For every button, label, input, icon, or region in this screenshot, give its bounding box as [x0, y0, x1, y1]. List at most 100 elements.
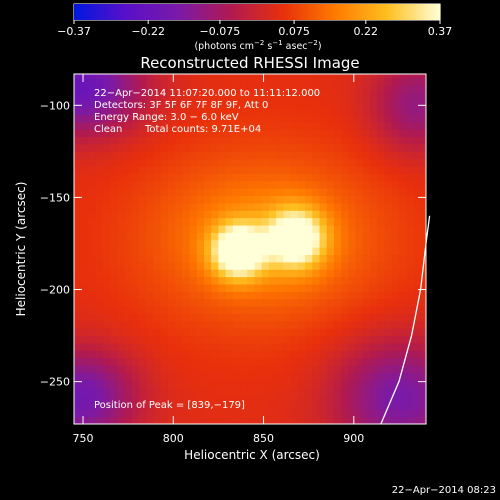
image-pixel — [225, 247, 234, 256]
image-pixel — [74, 225, 82, 233]
image-pixel — [355, 269, 364, 278]
image-pixel — [276, 328, 284, 337]
image-pixel — [240, 92, 248, 101]
image-pixel — [420, 151, 427, 160]
image-pixel — [131, 313, 140, 322]
image-pixel — [124, 254, 133, 263]
image-pixel — [319, 210, 328, 219]
image-pixel — [160, 232, 169, 241]
image-pixel — [254, 74, 263, 79]
image-pixel — [131, 416, 140, 425]
image-pixel — [290, 401, 299, 410]
image-pixel — [182, 202, 191, 211]
image-pixel — [167, 114, 176, 123]
image-pixel — [211, 335, 219, 344]
image-pixel — [74, 247, 82, 256]
image-pixel — [218, 394, 227, 403]
image-pixel — [160, 298, 169, 307]
image-pixel — [167, 158, 176, 167]
image-pixel — [312, 129, 320, 138]
image-pixel — [146, 99, 154, 108]
image-pixel — [398, 202, 407, 211]
image-pixel — [261, 416, 270, 425]
image-pixel — [333, 320, 342, 329]
image-pixel — [88, 284, 97, 292]
image-pixel — [276, 276, 284, 285]
image-pixel — [74, 210, 82, 219]
image-pixel — [283, 114, 292, 123]
image-pixel — [305, 74, 313, 79]
image-pixel — [384, 328, 393, 337]
image-pixel — [240, 313, 248, 322]
image-pixel — [348, 202, 357, 211]
image-pixel — [124, 136, 133, 145]
image-pixel — [341, 394, 349, 403]
image-pixel — [225, 261, 234, 270]
image-pixel — [88, 357, 97, 366]
image-pixel — [196, 173, 205, 182]
image-pixel — [182, 225, 191, 233]
image-pixel — [348, 74, 357, 79]
image-pixel — [95, 401, 104, 410]
image-pixel — [160, 306, 169, 314]
image-pixel — [146, 239, 154, 248]
image-pixel — [160, 284, 169, 292]
image-pixel — [196, 320, 205, 329]
image-pixel — [261, 158, 270, 167]
colorbar-cell — [351, 4, 356, 20]
image-pixel — [370, 379, 378, 388]
image-pixel — [362, 180, 371, 189]
image-pixel — [283, 151, 292, 160]
image-pixel — [124, 158, 133, 167]
image-pixel — [182, 335, 191, 344]
image-pixel — [131, 107, 140, 116]
image-pixel — [355, 409, 364, 418]
image-pixel — [391, 335, 400, 344]
image-pixel — [413, 173, 422, 182]
image-pixel — [95, 180, 104, 189]
image-pixel — [196, 239, 205, 248]
image-pixel — [160, 401, 169, 410]
image-pixel — [384, 99, 393, 108]
image-pixel — [203, 401, 212, 410]
image-pixel — [341, 107, 349, 116]
image-pixel — [88, 77, 97, 86]
image-pixel — [211, 357, 219, 366]
image-pixel — [319, 74, 328, 79]
image-pixel — [117, 254, 126, 263]
image-pixel — [218, 372, 227, 381]
image-pixel — [254, 350, 263, 359]
image-pixel — [268, 107, 277, 116]
colorbar-cell — [159, 4, 164, 20]
image-pixel — [160, 269, 169, 278]
image-pixel — [283, 136, 292, 145]
image-pixel — [232, 335, 241, 344]
image-pixel — [232, 269, 241, 278]
image-pixel — [124, 372, 133, 381]
image-pixel — [348, 239, 357, 248]
image-pixel — [175, 129, 183, 138]
image-pixel — [153, 328, 162, 337]
image-pixel — [203, 180, 212, 189]
image-pixel — [362, 335, 371, 344]
image-pixel — [398, 239, 407, 248]
image-pixel — [283, 99, 292, 108]
image-pixel — [268, 129, 277, 138]
image-pixel — [218, 247, 227, 256]
image-pixel — [203, 306, 212, 314]
image-pixel — [348, 394, 357, 403]
image-pixel — [225, 401, 234, 410]
image-pixel — [305, 173, 313, 182]
image-pixel — [196, 180, 205, 189]
image-pixel — [384, 129, 393, 138]
image-pixel — [254, 136, 263, 145]
image-pixel — [341, 291, 349, 300]
image-pixel — [138, 261, 147, 270]
colorbar-cell — [269, 4, 273, 20]
image-pixel — [297, 180, 306, 189]
image-pixel — [290, 269, 299, 278]
image-pixel — [254, 291, 263, 300]
image-pixel — [160, 77, 169, 86]
colorbar-cell — [147, 4, 151, 20]
image-pixel — [305, 320, 313, 329]
